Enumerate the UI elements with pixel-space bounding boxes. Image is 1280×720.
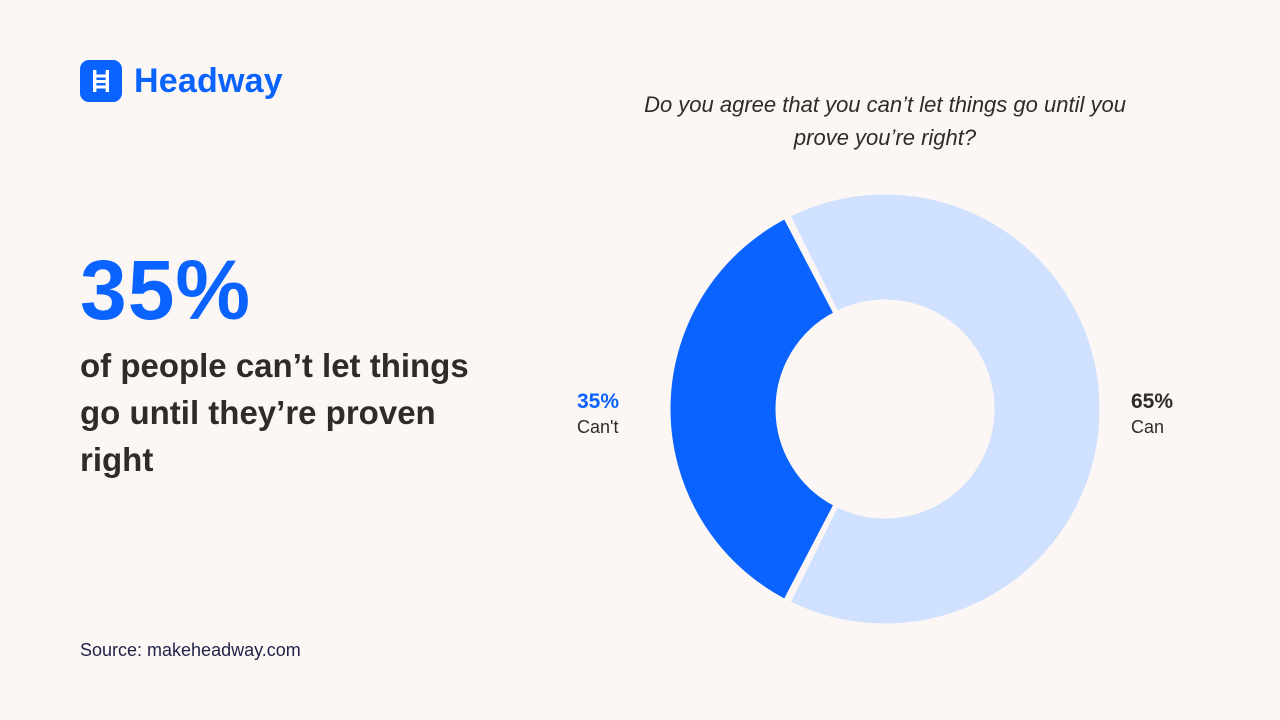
donut-slice-can bbox=[787, 191, 1103, 627]
ladder-icon bbox=[80, 60, 122, 102]
chart-title: Do you agree that you can’t let things g… bbox=[644, 92, 1126, 150]
slice-category-label: Can't bbox=[577, 417, 618, 437]
brand-logo: Headway bbox=[80, 60, 283, 102]
source-text: Source: makeheadway.com bbox=[80, 640, 301, 660]
slice-category-label: Can bbox=[1131, 417, 1164, 437]
slice-value-label: 35% bbox=[577, 390, 619, 413]
headline-stat: 35% bbox=[80, 243, 252, 337]
brand-name: Headway bbox=[134, 62, 283, 100]
donut-slice-can-t bbox=[667, 216, 837, 602]
slice-value-label: 65% bbox=[1131, 390, 1173, 413]
headline-description: of people can’t let things go until they… bbox=[80, 347, 469, 478]
